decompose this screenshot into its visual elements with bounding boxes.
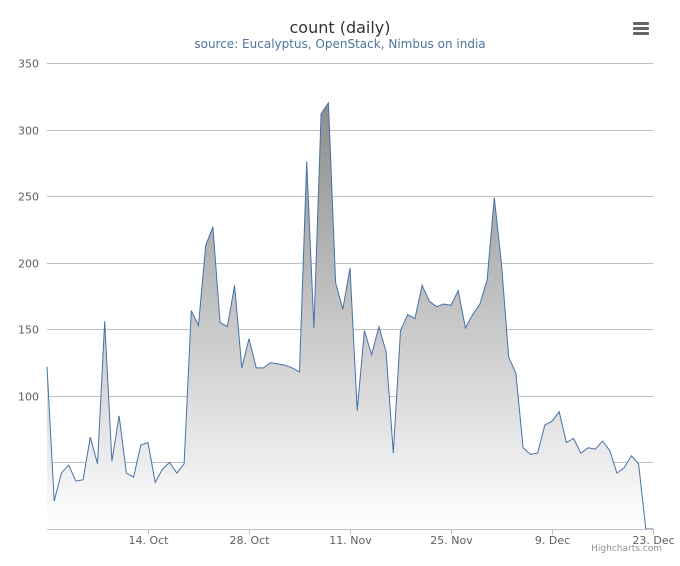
credits-link[interactable]: Highcharts.com (591, 544, 662, 554)
x-tick-label: 9. Dec (535, 534, 570, 547)
chart-subtitle: source: Eucalyptus, OpenStack, Nimbus on… (194, 37, 486, 51)
y-tick-label: 250 (18, 191, 39, 204)
y-tick-label: 100 (18, 391, 39, 404)
y-tick-label: 300 (18, 125, 39, 138)
y-tick-label: 150 (18, 324, 39, 337)
series-line (46, 101, 653, 530)
area-fill (47, 102, 653, 530)
x-tick-label: 25. Nov (430, 534, 473, 547)
y-tick-label: 350 (18, 58, 39, 71)
x-tick-label: 11. Nov (329, 534, 372, 547)
x-axis-ticks: 14. Oct 28. Oct 11. Nov 25. Nov 9. Dec 23. De… (128, 529, 675, 547)
y-axis-labels: 100 150 200 250 300 350 (18, 58, 39, 404)
chart-title: count (daily) (289, 18, 391, 37)
x-tick-label: 14. Oct (128, 534, 169, 547)
x-tick-label: 23. Dec (632, 534, 674, 547)
x-tick-label: 28. Oct (229, 534, 270, 547)
y-tick-label: 200 (18, 258, 39, 271)
menu-icon[interactable] (628, 18, 654, 40)
